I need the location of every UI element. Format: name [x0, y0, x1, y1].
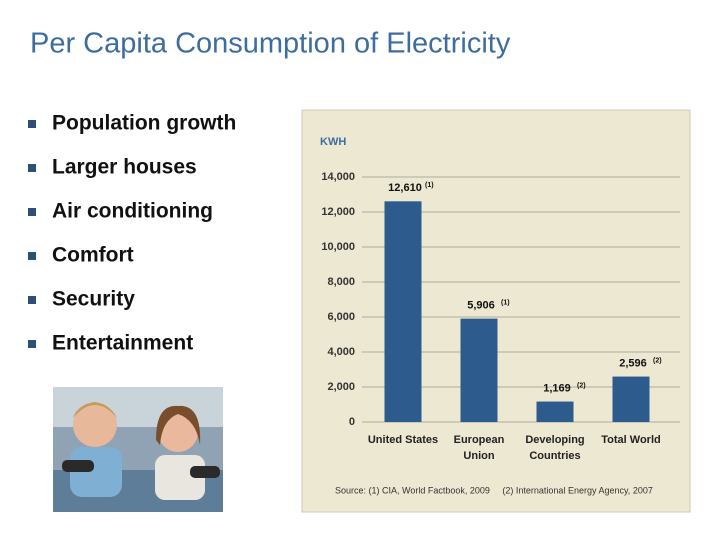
photo-girl-hair [156, 405, 201, 445]
photo-controller [190, 466, 220, 478]
bullet-marker [28, 120, 36, 128]
value-label: 1,169 [543, 382, 571, 394]
value-label-note: (1) [501, 299, 510, 306]
chart-panel [301, 109, 691, 513]
x-tick-label: Countries [529, 450, 580, 462]
bullet-list: Population growth Larger houses Air condit… [28, 112, 236, 355]
bullet-text: Comfort [52, 244, 134, 267]
bullet-text: Population growth [52, 112, 236, 135]
slide-title: Per Capita Consumption of Electricity [30, 28, 511, 60]
bar [460, 318, 498, 422]
value-label-note: (2) [653, 357, 662, 364]
x-tick-label: European [454, 434, 505, 446]
value-label: 2,596 [619, 357, 647, 369]
x-tick-label: United States [368, 434, 438, 446]
bullet-marker [28, 208, 36, 216]
y-tick-label: 10,000 [321, 241, 355, 253]
bar [384, 201, 422, 422]
bullet-marker [28, 296, 36, 304]
bar [536, 401, 574, 422]
value-label-note: (1) [425, 182, 434, 189]
y-tick-label: 6,000 [327, 311, 355, 323]
y-tick-label: 8,000 [327, 276, 355, 288]
y-tick-label: 12,000 [321, 206, 355, 218]
bullet-marker [28, 340, 36, 348]
photo-boy-face [73, 403, 117, 447]
x-tick-label: Developing [525, 434, 584, 446]
x-tick-label: Union [463, 450, 494, 462]
chart: KWH Source: (1) CIA, World Factbook, 200… [320, 136, 680, 495]
bullet-text: Security [52, 288, 135, 311]
value-label: 5,906 [467, 300, 495, 312]
photo-girl-face [158, 412, 198, 452]
y-axis-label: KWH [320, 136, 346, 148]
x-tick-label: Total World [601, 434, 660, 446]
y-tick-label: 2,000 [327, 381, 355, 393]
photo-boy-hair [73, 402, 117, 418]
value-label: 12,610 [388, 182, 422, 194]
bar [612, 376, 650, 422]
value-label-note: (2) [577, 382, 586, 389]
y-tick-label: 4,000 [327, 346, 355, 358]
bullet-text: Larger houses [52, 156, 197, 179]
photo-boy-shirt [70, 447, 122, 497]
photo-girl-shirt [155, 455, 205, 500]
photo-controller [62, 460, 94, 472]
photo [53, 387, 223, 512]
bullet-marker [28, 164, 36, 172]
chart-source: Source: (1) CIA, World Factbook, 2009 (2… [335, 485, 653, 495]
y-tick-label: 0 [349, 416, 355, 428]
bullet-marker [28, 252, 36, 260]
bullet-text: Entertainment [52, 332, 193, 355]
bullet-text: Air conditioning [52, 200, 213, 223]
y-tick-label: 14,000 [321, 171, 355, 183]
